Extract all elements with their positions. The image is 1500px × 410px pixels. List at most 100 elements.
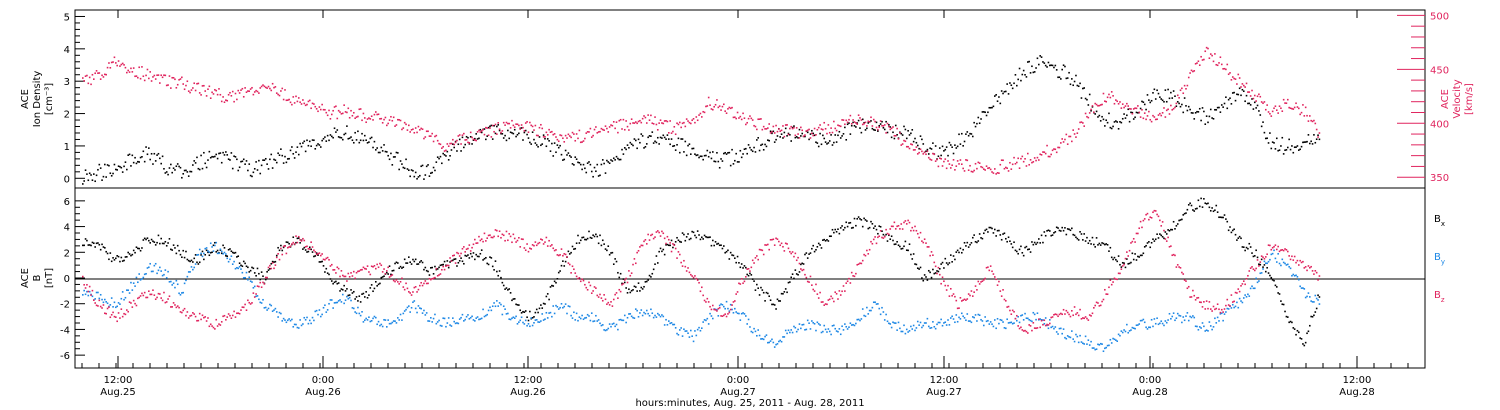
velocity-point bbox=[154, 78, 157, 80]
density-point bbox=[458, 138, 461, 141]
velocity-point bbox=[1263, 101, 1266, 103]
b-bz-point bbox=[197, 319, 200, 322]
density-point bbox=[1011, 87, 1014, 90]
velocity-point bbox=[890, 127, 893, 130]
b-bx-point bbox=[567, 250, 570, 253]
b-bx-point bbox=[753, 280, 755, 282]
b-bz-point bbox=[771, 238, 773, 241]
density-point bbox=[874, 129, 876, 131]
velocity-point bbox=[1091, 105, 1094, 107]
b-bz-point bbox=[504, 239, 506, 242]
b-bz-point bbox=[405, 282, 407, 285]
density-point bbox=[929, 147, 931, 150]
density-point bbox=[237, 169, 240, 172]
density-point bbox=[476, 138, 479, 140]
b-bx-point bbox=[905, 249, 908, 252]
b-bz-point bbox=[1318, 275, 1321, 277]
b-bx-point bbox=[934, 272, 937, 274]
density-point bbox=[439, 155, 442, 158]
density-point bbox=[325, 140, 328, 142]
velocity-point bbox=[628, 129, 630, 131]
density-point bbox=[592, 175, 594, 178]
b-by-point bbox=[262, 298, 264, 301]
b-bz-point bbox=[478, 235, 480, 238]
x-tick-date-label: Aug.27 bbox=[926, 387, 961, 398]
density-point bbox=[789, 133, 791, 136]
b-bz-point bbox=[467, 247, 469, 250]
b-bx-point bbox=[720, 244, 722, 247]
b-bx-point bbox=[434, 265, 436, 268]
density-point bbox=[628, 146, 630, 149]
velocity-point bbox=[82, 77, 84, 79]
b-bz-point bbox=[420, 281, 422, 284]
density-point bbox=[450, 149, 453, 151]
b-bz-point bbox=[1190, 296, 1193, 298]
b-bx-point bbox=[919, 266, 922, 269]
b-by-point bbox=[354, 311, 356, 313]
top-right-tick-label: 500 bbox=[1430, 11, 1449, 22]
velocity-point bbox=[117, 60, 120, 62]
b-bz-point bbox=[1119, 272, 1121, 275]
b-bz-point bbox=[839, 294, 842, 296]
velocity-point bbox=[556, 138, 559, 141]
b-by-point bbox=[289, 319, 292, 322]
b-by-point bbox=[1219, 313, 1222, 315]
b-bz-point bbox=[110, 313, 113, 316]
density-point bbox=[563, 158, 566, 161]
velocity-point bbox=[370, 115, 373, 118]
density-point bbox=[142, 150, 145, 153]
density-point bbox=[486, 135, 489, 137]
b-bz-point bbox=[637, 249, 640, 252]
b-by-point bbox=[458, 318, 461, 320]
b-by-point bbox=[575, 312, 578, 315]
b-by-point bbox=[871, 306, 874, 309]
velocity-point bbox=[1025, 165, 1028, 167]
density-point bbox=[518, 132, 520, 135]
velocity-point bbox=[83, 80, 85, 82]
b-by-point bbox=[548, 312, 550, 314]
b-bx-point bbox=[313, 255, 315, 258]
b-bx-point bbox=[974, 240, 977, 243]
velocity-point bbox=[242, 95, 245, 98]
b-by-point bbox=[394, 320, 396, 322]
density-point bbox=[988, 106, 991, 109]
b-bz-point bbox=[379, 262, 381, 265]
b-bz-point bbox=[104, 312, 106, 315]
b-bz-point bbox=[823, 304, 826, 306]
b-bz-point bbox=[597, 296, 600, 298]
b-bx-point bbox=[1104, 243, 1106, 246]
b-bz-point bbox=[1055, 313, 1058, 316]
velocity-point bbox=[1115, 99, 1117, 101]
b-by-point bbox=[450, 325, 453, 327]
b-bx-point bbox=[608, 253, 611, 256]
b-bz-point bbox=[186, 311, 189, 313]
b-bz-point bbox=[915, 229, 918, 232]
b-bx-point bbox=[1055, 226, 1058, 229]
density-point bbox=[720, 158, 722, 160]
density-point bbox=[362, 139, 365, 142]
b-by-point bbox=[596, 320, 599, 322]
b-bx-point bbox=[1131, 252, 1134, 255]
velocity-point bbox=[1135, 107, 1138, 110]
velocity-point bbox=[148, 77, 150, 80]
b-by-point bbox=[663, 324, 666, 326]
b-by-point bbox=[343, 302, 345, 305]
velocity-point bbox=[379, 118, 381, 120]
density-point bbox=[376, 147, 378, 149]
velocity-point bbox=[1002, 159, 1004, 162]
b-bz-point bbox=[127, 310, 129, 313]
b-bx-point bbox=[361, 293, 363, 295]
b-by-point bbox=[1160, 320, 1163, 322]
b-by-point bbox=[1231, 303, 1234, 306]
b-bz-point bbox=[769, 238, 772, 241]
density-point bbox=[181, 176, 183, 179]
b-by-point bbox=[749, 326, 751, 328]
b-bz-point bbox=[1209, 308, 1212, 310]
velocity-point bbox=[288, 98, 290, 101]
b-by-point bbox=[1086, 343, 1088, 345]
b-by-point bbox=[365, 317, 367, 320]
velocity-point bbox=[652, 123, 655, 125]
b-bz-point bbox=[324, 258, 326, 261]
velocity-point bbox=[432, 140, 435, 143]
velocity-point bbox=[709, 104, 711, 106]
